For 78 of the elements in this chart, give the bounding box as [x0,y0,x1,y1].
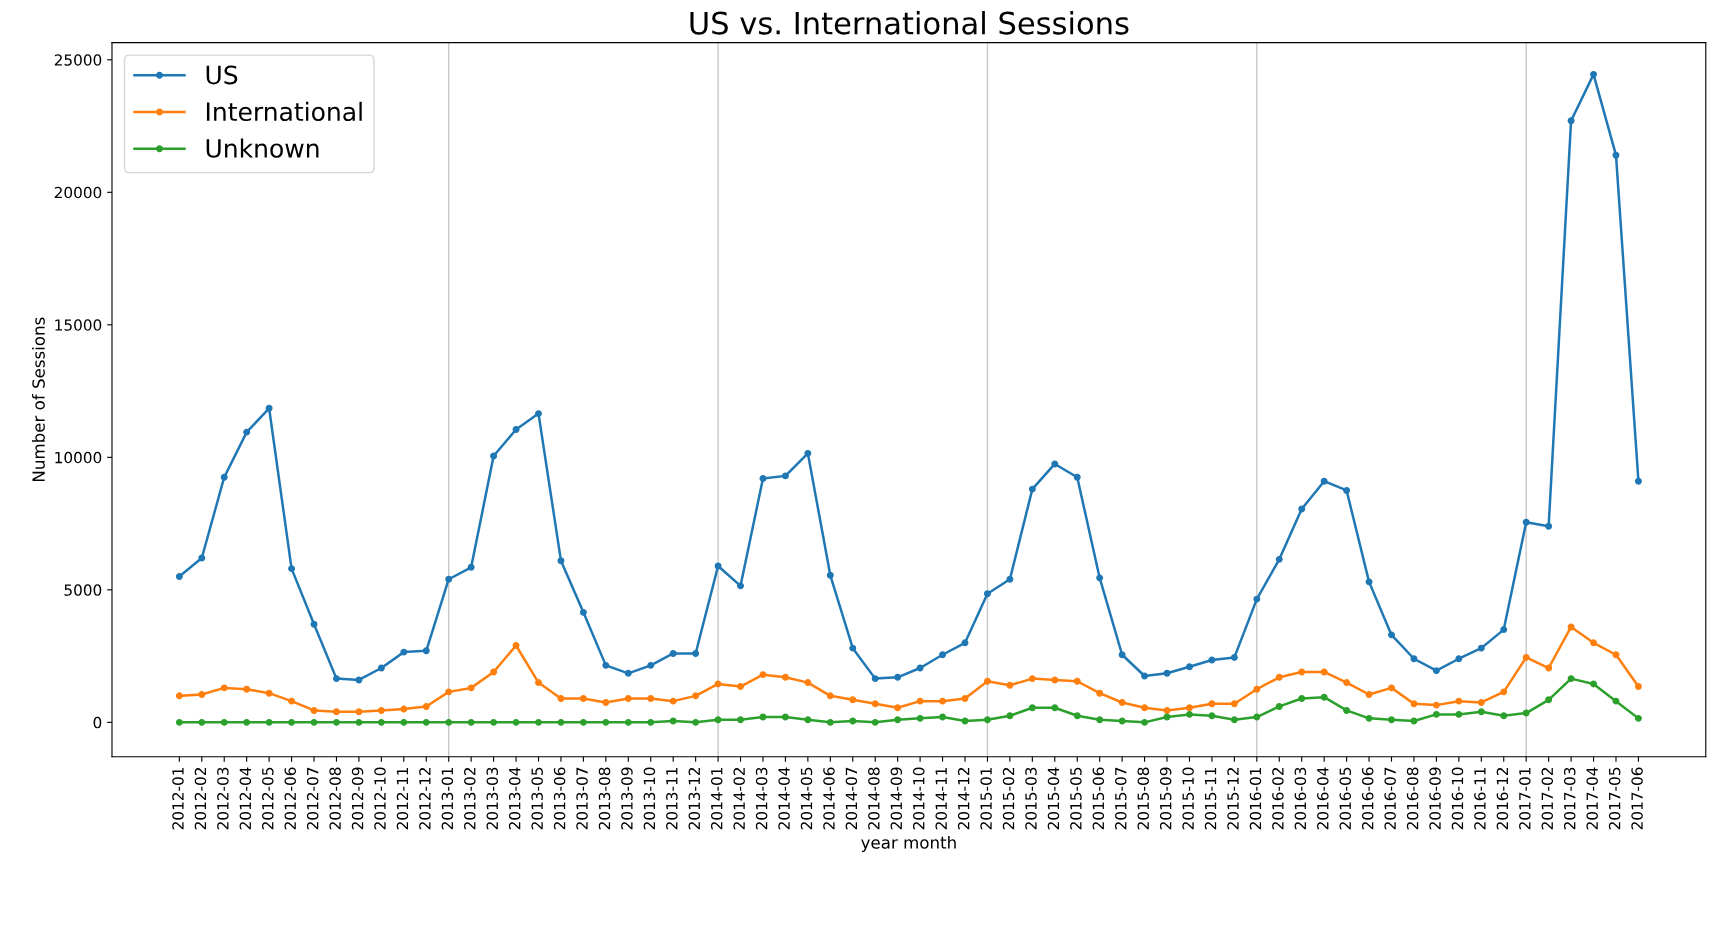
y-tick-label: 20000 [54,186,102,199]
x-tick-label: 2013-01 [441,767,454,830]
y-tick-label: 5000 [64,584,102,596]
x-tick-label: 2015-12 [1227,768,1239,830]
x-tick-label: 2015-08 [1137,767,1150,830]
x-axis-title: year month [861,835,956,853]
x-tick-label: 2013-11 [666,767,678,830]
x-tick-label: 2014-03 [755,767,768,830]
y-tick-label: 10000 [55,451,102,464]
x-tick-label: 2015-02 [1002,768,1015,830]
x-tick-label: 2012-01 [172,767,184,830]
legend-label: Unknown [206,138,319,158]
x-tick-label: 2016-03 [1294,767,1307,830]
x-tick-label: 2014-05 [800,767,813,830]
x-tick-label: 2014-06 [823,767,835,830]
legend-label: US [206,65,238,85]
x-tick-label: 2014-01 [710,767,723,830]
x-tick-label: 2014-09 [890,767,903,830]
x-tick-label: 2016-04 [1317,767,1329,830]
x-tick-label: 2013-02 [464,768,476,830]
x-tick-label: 2015-11 [1204,767,1217,830]
x-tick-label: 2016-10 [1451,767,1464,830]
x-tick-label: 2016-12 [1496,768,1509,830]
y-tick-label: 0 [93,716,102,729]
y-tick-label: 25000 [54,54,102,66]
x-tick-label: 2012-05 [262,767,274,830]
x-tick-label: 2014-02 [733,768,745,830]
x-tick-label: 2016-09 [1429,767,1441,830]
x-tick-label: 2015-06 [1092,767,1105,830]
x-tick-label: 2016-11 [1474,767,1486,830]
x-tick-label: 2012-11 [396,767,409,830]
x-tick-label: 2012-08 [329,767,341,830]
x-tick-label: 2014-12 [957,768,970,830]
x-tick-label: 2013-03 [486,767,499,830]
x-tick-label: 2013-04 [508,767,521,830]
x-tick-label: 2017-04 [1586,767,1598,830]
x-tick-label: 2016-05 [1339,767,1352,830]
x-tick-label: 2013-06 [553,767,566,830]
x-tick-label: 2017-03 [1563,767,1576,830]
legend-label: International [206,101,362,122]
x-tick-label: 2015-10 [1182,767,1194,830]
x-tick-label: 2012-06 [284,767,297,830]
x-tick-label: 2013-09 [621,767,633,830]
x-tick-label: 2017-05 [1608,767,1621,830]
x-tick-label: 2014-10 [912,767,925,830]
x-tick-label: 2012-12 [419,768,431,830]
x-tick-label: 2012-09 [351,767,364,830]
x-tick-label: 2012-02 [194,768,207,830]
x-tick-label: 2017-02 [1541,768,1554,830]
x-tick-label: 2017-06 [1631,767,1643,830]
x-tick-label: 2012-07 [306,767,319,830]
chart-title: US vs. International Sessions [690,11,1129,35]
x-tick-label: 2016-07 [1384,767,1396,830]
x-tick-label: 2014-08 [868,767,880,830]
x-tick-label: 2016-02 [1272,768,1284,830]
x-tick-label: 2013-05 [531,767,543,830]
x-tick-label: 2013-08 [598,767,611,830]
x-tick-label: 2016-06 [1361,767,1374,830]
x-tick-label: 2015-05 [1070,767,1082,830]
x-tick-label: 2013-12 [688,768,701,830]
y-axis-title: Number of Sessions [31,317,45,481]
x-tick-label: 2016-08 [1406,767,1419,830]
x-tick-label: 2014-07 [845,767,858,830]
x-tick-label: 2013-10 [643,767,656,830]
x-tick-label: 2015-03 [1025,767,1037,830]
x-tick-label: 2015-04 [1047,767,1060,830]
x-tick-label: 2015-07 [1115,767,1127,830]
x-tick-label: 2012-10 [374,767,386,830]
x-tick-label: 2017-01 [1519,767,1531,830]
x-tick-label: 2012-04 [239,767,252,830]
x-tick-label: 2014-04 [778,767,790,830]
y-tick-label: 15000 [55,319,102,331]
x-tick-label: 2016-01 [1249,767,1262,830]
x-tick-label: 2012-03 [217,767,229,830]
x-tick-label: 2015-01 [980,767,992,830]
x-tick-label: 2015-09 [1159,767,1172,830]
x-tick-label: 2014-11 [935,767,947,830]
x-tick-label: 2013-07 [576,767,588,830]
